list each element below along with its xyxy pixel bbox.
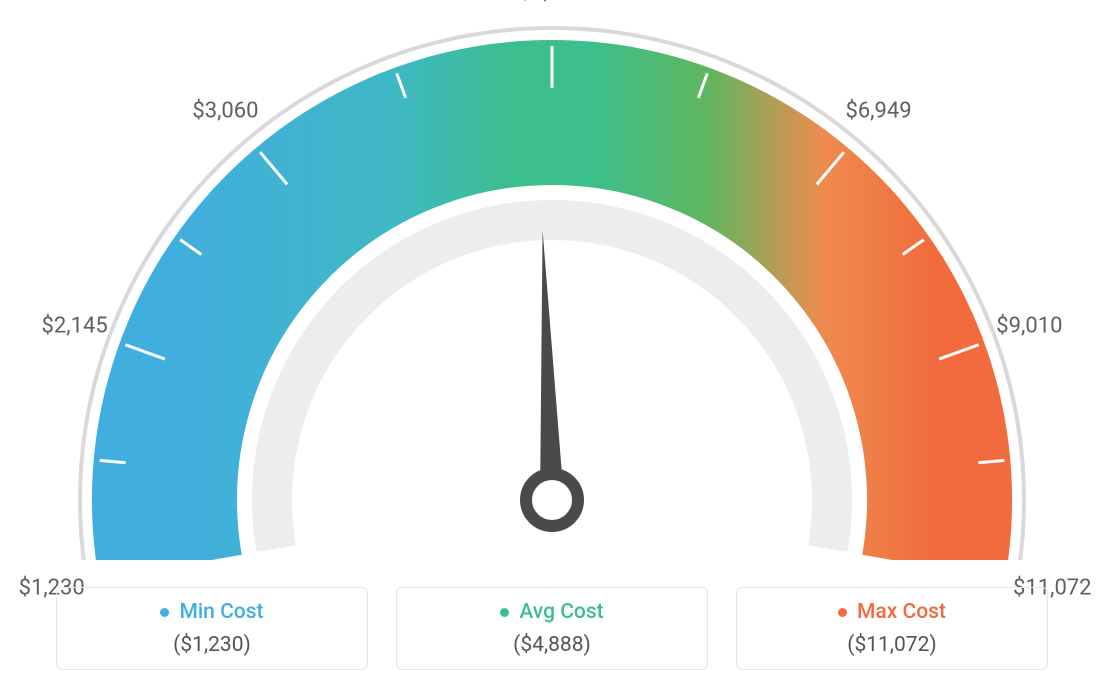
legend-value: ($4,888) <box>397 633 707 657</box>
cost-gauge-chart: $1,230$2,145$3,060$4,888$6,949$9,010$11,… <box>0 0 1104 690</box>
legend-label: Max Cost <box>857 602 946 623</box>
legend-label: Avg Cost <box>519 602 603 623</box>
legend-value: ($11,072) <box>737 633 1047 657</box>
legend-title-min: Min Cost <box>160 602 263 623</box>
legend-row: Min Cost ($1,230) Avg Cost ($4,888) Max … <box>0 587 1104 670</box>
dot-icon <box>160 608 169 617</box>
scale-label: $4,888 <box>519 0 585 5</box>
legend-card-max: Max Cost ($11,072) <box>736 587 1048 670</box>
scale-label: $9,010 <box>996 314 1062 339</box>
gauge-area: $1,230$2,145$3,060$4,888$6,949$9,010$11,… <box>0 0 1104 560</box>
legend-card-min: Min Cost ($1,230) <box>56 587 368 670</box>
scale-label: $2,145 <box>42 314 108 339</box>
legend-card-avg: Avg Cost ($4,888) <box>396 587 708 670</box>
legend-label: Min Cost <box>179 602 263 623</box>
gauge-svg <box>0 0 1104 560</box>
scale-label: $3,060 <box>192 98 258 123</box>
legend-value: ($1,230) <box>57 633 367 657</box>
legend-title-avg: Avg Cost <box>500 602 603 623</box>
dot-icon <box>838 608 847 617</box>
dot-icon <box>500 608 509 617</box>
scale-label: $6,949 <box>845 98 911 123</box>
legend-title-max: Max Cost <box>838 602 946 623</box>
